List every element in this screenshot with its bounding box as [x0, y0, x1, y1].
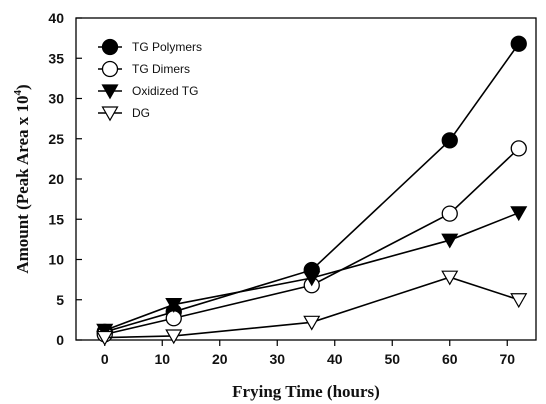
x-tick-label: 70 [499, 351, 515, 367]
y-tick-label: 40 [48, 10, 64, 26]
legend-item-tg-polymers: TG Polymers [98, 38, 202, 56]
legend-item-tg-dimers: TG Dimers [98, 60, 190, 78]
data-point-dg [441, 270, 459, 286]
data-point-tg-dimers [441, 205, 458, 222]
data-point-oxidized-tg [441, 233, 459, 249]
data-point-tg-polymers [441, 132, 458, 149]
data-point-oxidized-tg [510, 206, 528, 222]
data-point-tg-polymers [510, 35, 527, 52]
y-axis-title-main: Amount (Peak Area x 10 [13, 95, 32, 273]
y-tick-label: 30 [48, 91, 64, 107]
x-axis-title: Frying Time (hours) [232, 382, 380, 401]
y-tick-label: 5 [56, 292, 64, 308]
x-tick-label: 10 [154, 351, 170, 367]
series-tg-dimers [96, 140, 527, 343]
data-point-dg [96, 330, 114, 346]
legend-label: Oxidized TG [132, 84, 198, 98]
series-dg [96, 270, 528, 346]
legend-label: TG Dimers [132, 62, 190, 76]
data-point-tg-dimers [510, 140, 527, 157]
x-tick-label: 40 [327, 351, 343, 367]
y-tick-label: 20 [48, 171, 64, 187]
legend-label: TG Polymers [132, 40, 202, 54]
x-tick-label: 30 [269, 351, 285, 367]
y-axis-title-close: ) [13, 84, 32, 90]
data-point-oxidized-tg [96, 323, 114, 339]
legend-marker [101, 106, 119, 122]
legend-item-oxidized-tg: Oxidized TG [98, 84, 198, 100]
x-tick-label: 20 [212, 351, 228, 367]
y-tick-label: 25 [48, 131, 64, 147]
data-point-dg [303, 315, 321, 331]
y-tick-label: 0 [56, 332, 64, 348]
data-point-dg [165, 329, 183, 345]
data-point-oxidized-tg [303, 271, 321, 287]
legend-label: DG [132, 106, 150, 120]
y-tick-label: 35 [48, 50, 64, 66]
x-tick-label: 60 [442, 351, 458, 367]
series-layer [96, 35, 528, 346]
y-tick-label: 10 [48, 252, 64, 268]
y-axis-title-superscript: 4 [12, 89, 24, 95]
data-point-tg-dimers [165, 310, 182, 327]
x-tick-label: 0 [101, 351, 109, 367]
legend-marker [101, 84, 119, 100]
legend-item-dg: DG [98, 106, 150, 122]
x-tick-label: 50 [384, 351, 400, 367]
data-point-oxidized-tg [165, 297, 183, 313]
y-axis-title: Amount (Peak Area x 104) [12, 84, 32, 273]
y-tick-label: 15 [48, 211, 64, 227]
legend-marker [101, 38, 119, 56]
legend-marker [101, 60, 119, 78]
series-tg-polymers [96, 35, 527, 341]
axes: 0 5 10 15 20 25 30 35 40 0 10 20 30 40 50 60 70 [48, 10, 515, 367]
series-oxidized-tg [96, 206, 528, 339]
data-point-dg [510, 293, 528, 309]
legend: TG Polymers TG Dimers Oxidized TG DG [98, 38, 202, 122]
